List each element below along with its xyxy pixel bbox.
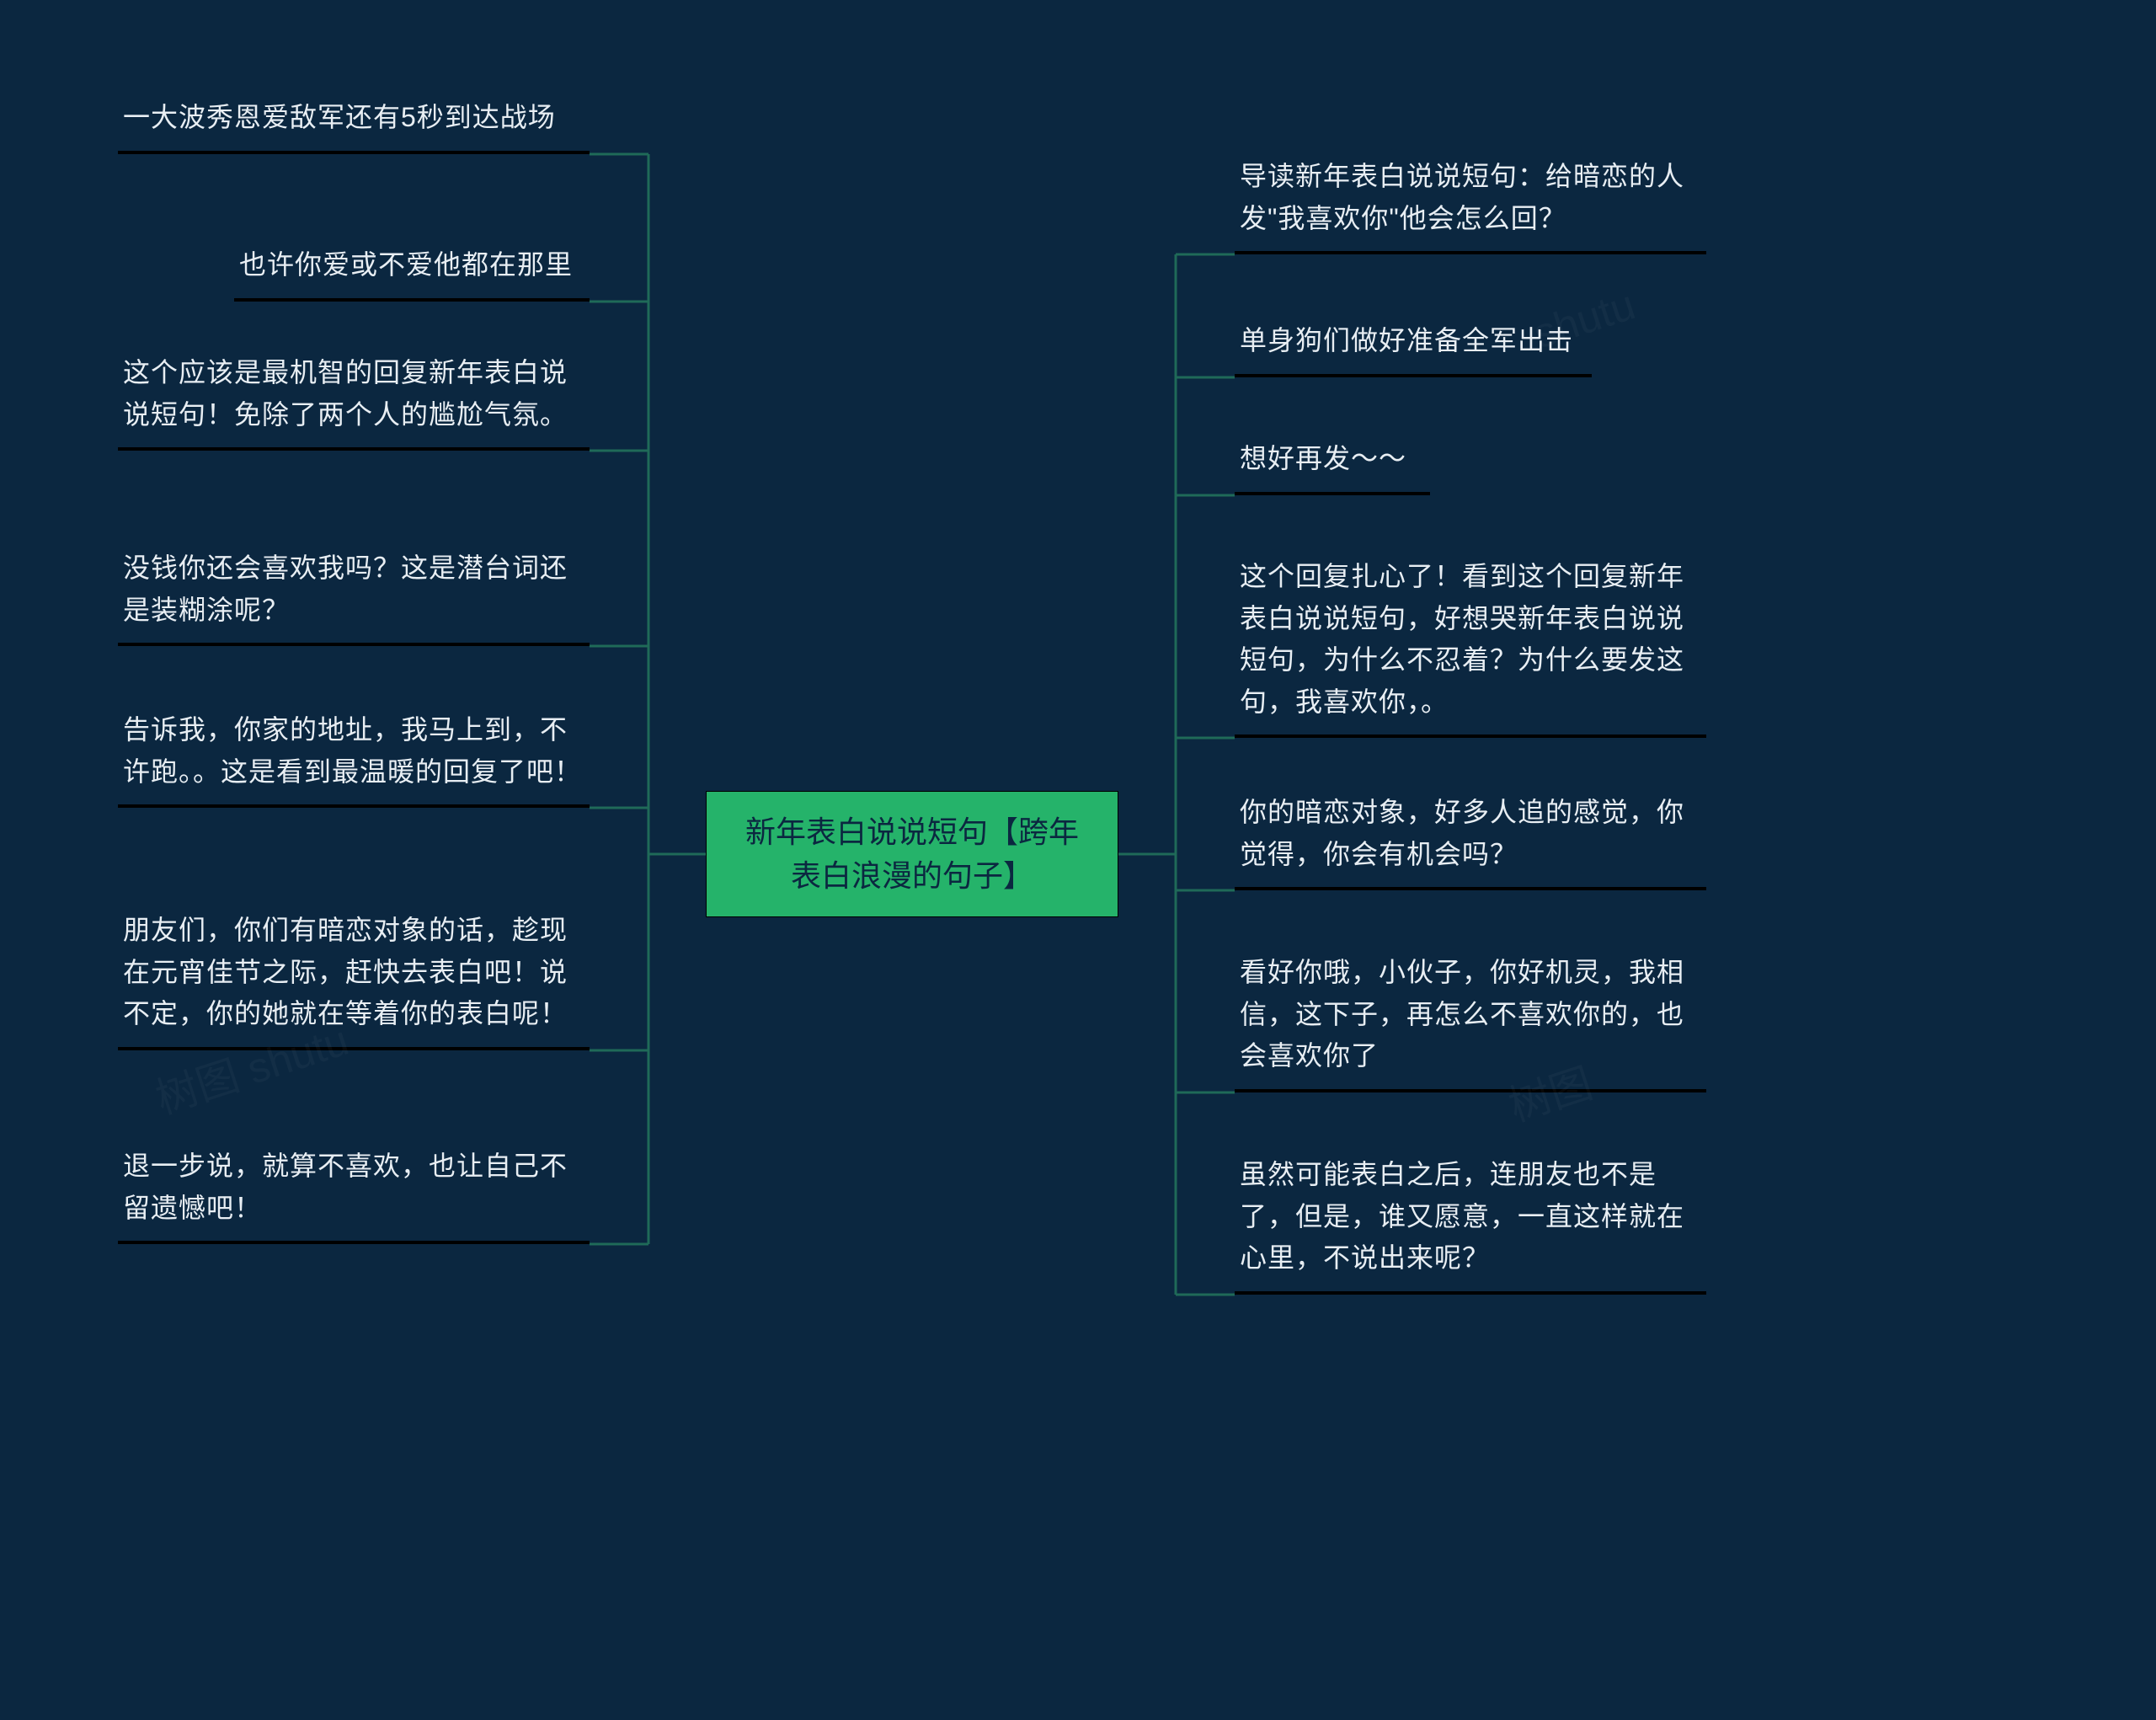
leaf-node-right-1[interactable]: 单身狗们做好准备全军出击 — [1235, 312, 1592, 377]
leaf-node-right-6[interactable]: 虽然可能表白之后，连朋友也不是了，但是，谁又愿意，一直这样就在心里，不说出来呢？ — [1235, 1146, 1706, 1295]
leaf-node-right-2[interactable]: 想好再发～～ — [1235, 430, 1430, 495]
leaf-node-left-4[interactable]: 告诉我，你家的地址，我马上到，不许跑。。这是看到最温暖的回复了吧！ — [118, 701, 590, 808]
mindmap-canvas: 新年表白说说短句【跨年表白浪漫的句子】 一大波秀恩爱敌军还有5秒到达战场也许你爱… — [0, 0, 2156, 1720]
center-topic-label: 新年表白说说短句【跨年表白浪漫的句子】 — [745, 815, 1079, 893]
leaf-node-left-1[interactable]: 也许你爱或不爱他都在那里 — [234, 236, 590, 302]
leaf-label: 单身狗们做好准备全军出击 — [1240, 325, 1573, 355]
leaf-node-left-3[interactable]: 没钱你还会喜欢我吗？这是潜台词还是装糊涂呢？ — [118, 539, 590, 646]
leaf-label: 这个回复扎心了！看到这个回复新年表白说说短句，好想哭新年表白说说短句，为什么不忍… — [1240, 561, 1684, 717]
leaf-node-right-5[interactable]: 看好你哦，小伙子，你好机灵，我相信，这下子，再怎么不喜欢你的，也会喜欢你了 — [1235, 943, 1706, 1092]
leaf-label: 也许你爱或不爱他都在那里 — [239, 249, 573, 280]
leaf-label: 退一步说，就算不喜欢，也让自己不留遗憾吧！ — [123, 1151, 568, 1223]
leaf-node-left-5[interactable]: 朋友们，你们有暗恋对象的话，趁现在元宵佳节之际，赶快去表白吧！说不定，你的她就在… — [118, 901, 590, 1050]
center-topic[interactable]: 新年表白说说短句【跨年表白浪漫的句子】 — [706, 791, 1118, 917]
leaf-label: 你的暗恋对象，好多人追的感觉，你觉得，你会有机会吗？ — [1240, 797, 1684, 869]
leaf-label: 想好再发～～ — [1240, 443, 1406, 473]
leaf-node-right-3[interactable]: 这个回复扎心了！看到这个回复新年表白说说短句，好想哭新年表白说说短句，为什么不忍… — [1235, 548, 1706, 738]
leaf-node-left-6[interactable]: 退一步说，就算不喜欢，也让自己不留遗憾吧！ — [118, 1137, 590, 1244]
leaf-label: 虽然可能表白之后，连朋友也不是了，但是，谁又愿意，一直这样就在心里，不说出来呢？ — [1240, 1159, 1684, 1273]
leaf-label: 导读新年表白说说短句：给暗恋的人发"我喜欢你"他会怎么回？ — [1240, 161, 1684, 233]
leaf-label: 没钱你还会喜欢我吗？这是潜台词还是装糊涂呢？ — [123, 553, 568, 625]
leaf-node-right-0[interactable]: 导读新年表白说说短句：给暗恋的人发"我喜欢你"他会怎么回？ — [1235, 147, 1706, 254]
leaf-label: 这个应该是最机智的回复新年表白说说短句！免除了两个人的尴尬气氛。 — [123, 357, 568, 430]
leaf-node-right-4[interactable]: 你的暗恋对象，好多人追的感觉，你觉得，你会有机会吗？ — [1235, 783, 1706, 890]
leaf-label: 看好你哦，小伙子，你好机灵，我相信，这下子，再怎么不喜欢你的，也会喜欢你了 — [1240, 957, 1684, 1071]
leaf-node-left-0[interactable]: 一大波秀恩爱敌军还有5秒到达战场 — [118, 88, 590, 154]
leaf-label: 告诉我，你家的地址，我马上到，不许跑。。这是看到最温暖的回复了吧！ — [123, 714, 582, 787]
leaf-node-left-2[interactable]: 这个应该是最机智的回复新年表白说说短句！免除了两个人的尴尬气氛。 — [118, 344, 590, 451]
leaf-label: 一大波秀恩爱敌军还有5秒到达战场 — [123, 102, 556, 132]
leaf-label: 朋友们，你们有暗恋对象的话，趁现在元宵佳节之际，赶快去表白吧！说不定，你的她就在… — [123, 915, 568, 1028]
